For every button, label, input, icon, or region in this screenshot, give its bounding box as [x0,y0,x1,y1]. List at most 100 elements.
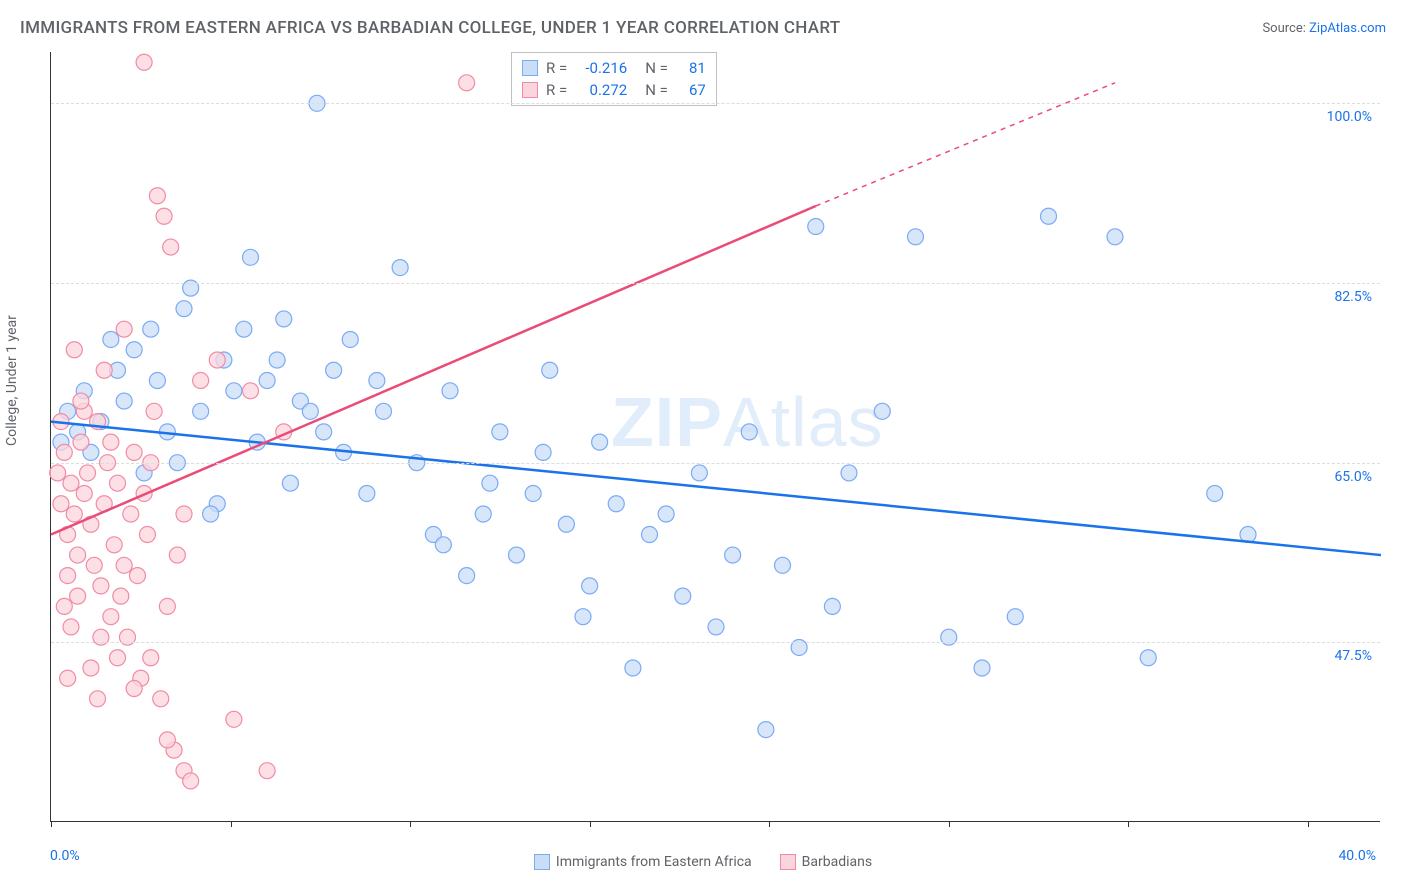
data-point [63,619,79,635]
data-point [103,609,119,625]
y-tick-label: 65.0% [1334,469,1372,485]
data-point [1007,609,1023,625]
data-point [110,650,126,666]
data-point [974,660,990,676]
data-point [50,465,66,481]
data-point [123,506,139,522]
data-point [808,219,824,235]
x-tick [51,821,52,827]
data-point [126,444,142,460]
scatter-plot: ZIPAtlas R =-0.216N =81R =0.272N =67 47.… [50,52,1380,822]
data-point [126,342,142,358]
data-point [359,485,375,501]
gridline [51,463,1380,464]
data-point [824,598,840,614]
data-point [56,598,72,614]
data-point [129,568,145,584]
data-point [269,352,285,368]
data-point [159,598,175,614]
data-point [575,609,591,625]
data-point [209,352,225,368]
data-point [80,465,96,481]
trend-line [51,206,816,535]
data-point [73,434,89,450]
data-point [725,547,741,563]
data-point [126,681,142,697]
data-point [146,403,162,419]
legend-label: Immigrants from Eastern Africa [556,854,752,870]
data-point [86,557,102,573]
data-point [259,763,275,779]
data-point [369,373,385,389]
x-tick [1308,821,1309,827]
legend-label: Barbadians [802,854,872,870]
legend-swatch [522,60,538,76]
data-point [459,568,475,584]
data-point [658,506,674,522]
data-point [1140,650,1156,666]
data-point [376,403,392,419]
data-point [582,578,598,594]
data-point [608,496,624,512]
data-point [675,588,691,604]
data-point [342,331,358,347]
data-point [116,321,132,337]
source-attribution: Source: ZipAtlas.com [1262,21,1386,36]
data-point [83,660,99,676]
data-point [163,239,179,255]
data-point [169,547,185,563]
data-point [509,547,525,563]
bottom-legend: Immigrants from Eastern Africa Barbadians [0,854,1406,870]
y-tick-label: 82.5% [1334,289,1372,305]
data-point [459,75,475,91]
data-point [316,424,332,440]
data-point [90,691,106,707]
data-point [66,342,82,358]
chart-title: IMMIGRANTS FROM EASTERN AFRICA VS BARBAD… [20,18,840,38]
data-point [93,578,109,594]
data-point [841,465,857,481]
data-point [96,362,112,378]
data-point [153,691,169,707]
gridline [51,642,1380,643]
data-point [236,321,252,337]
data-point [73,393,89,409]
data-point [535,444,551,460]
data-point [103,434,119,450]
data-point [592,434,608,450]
x-min-label: 0.0% [50,848,80,864]
x-tick [590,821,591,827]
trend-line [51,422,1381,555]
x-tick [410,821,411,827]
data-point [136,54,152,70]
x-tick [231,821,232,827]
gridline [51,103,1380,104]
legend-item: Immigrants from Eastern Africa [534,854,752,870]
data-point [66,506,82,522]
data-point [908,229,924,245]
data-point [243,383,259,399]
x-tick [949,821,950,827]
data-point [60,670,76,686]
data-point [113,588,129,604]
data-point [392,260,408,276]
data-point [259,373,275,389]
data-point [203,506,219,522]
data-point [558,516,574,532]
data-point [116,557,132,573]
legend-swatch [780,854,796,870]
plot-svg [51,52,1380,821]
x-max-label: 40.0% [1338,848,1376,864]
source-link[interactable]: ZipAtlas.com [1309,21,1386,36]
y-tick-label: 100.0% [1327,109,1372,125]
data-point [56,444,72,460]
data-point [874,403,890,419]
data-point [625,660,641,676]
data-point [302,403,318,419]
data-point [1207,485,1223,501]
data-point [525,485,541,501]
data-point [116,393,132,409]
data-point [282,475,298,491]
data-point [159,732,175,748]
data-point [226,383,242,399]
